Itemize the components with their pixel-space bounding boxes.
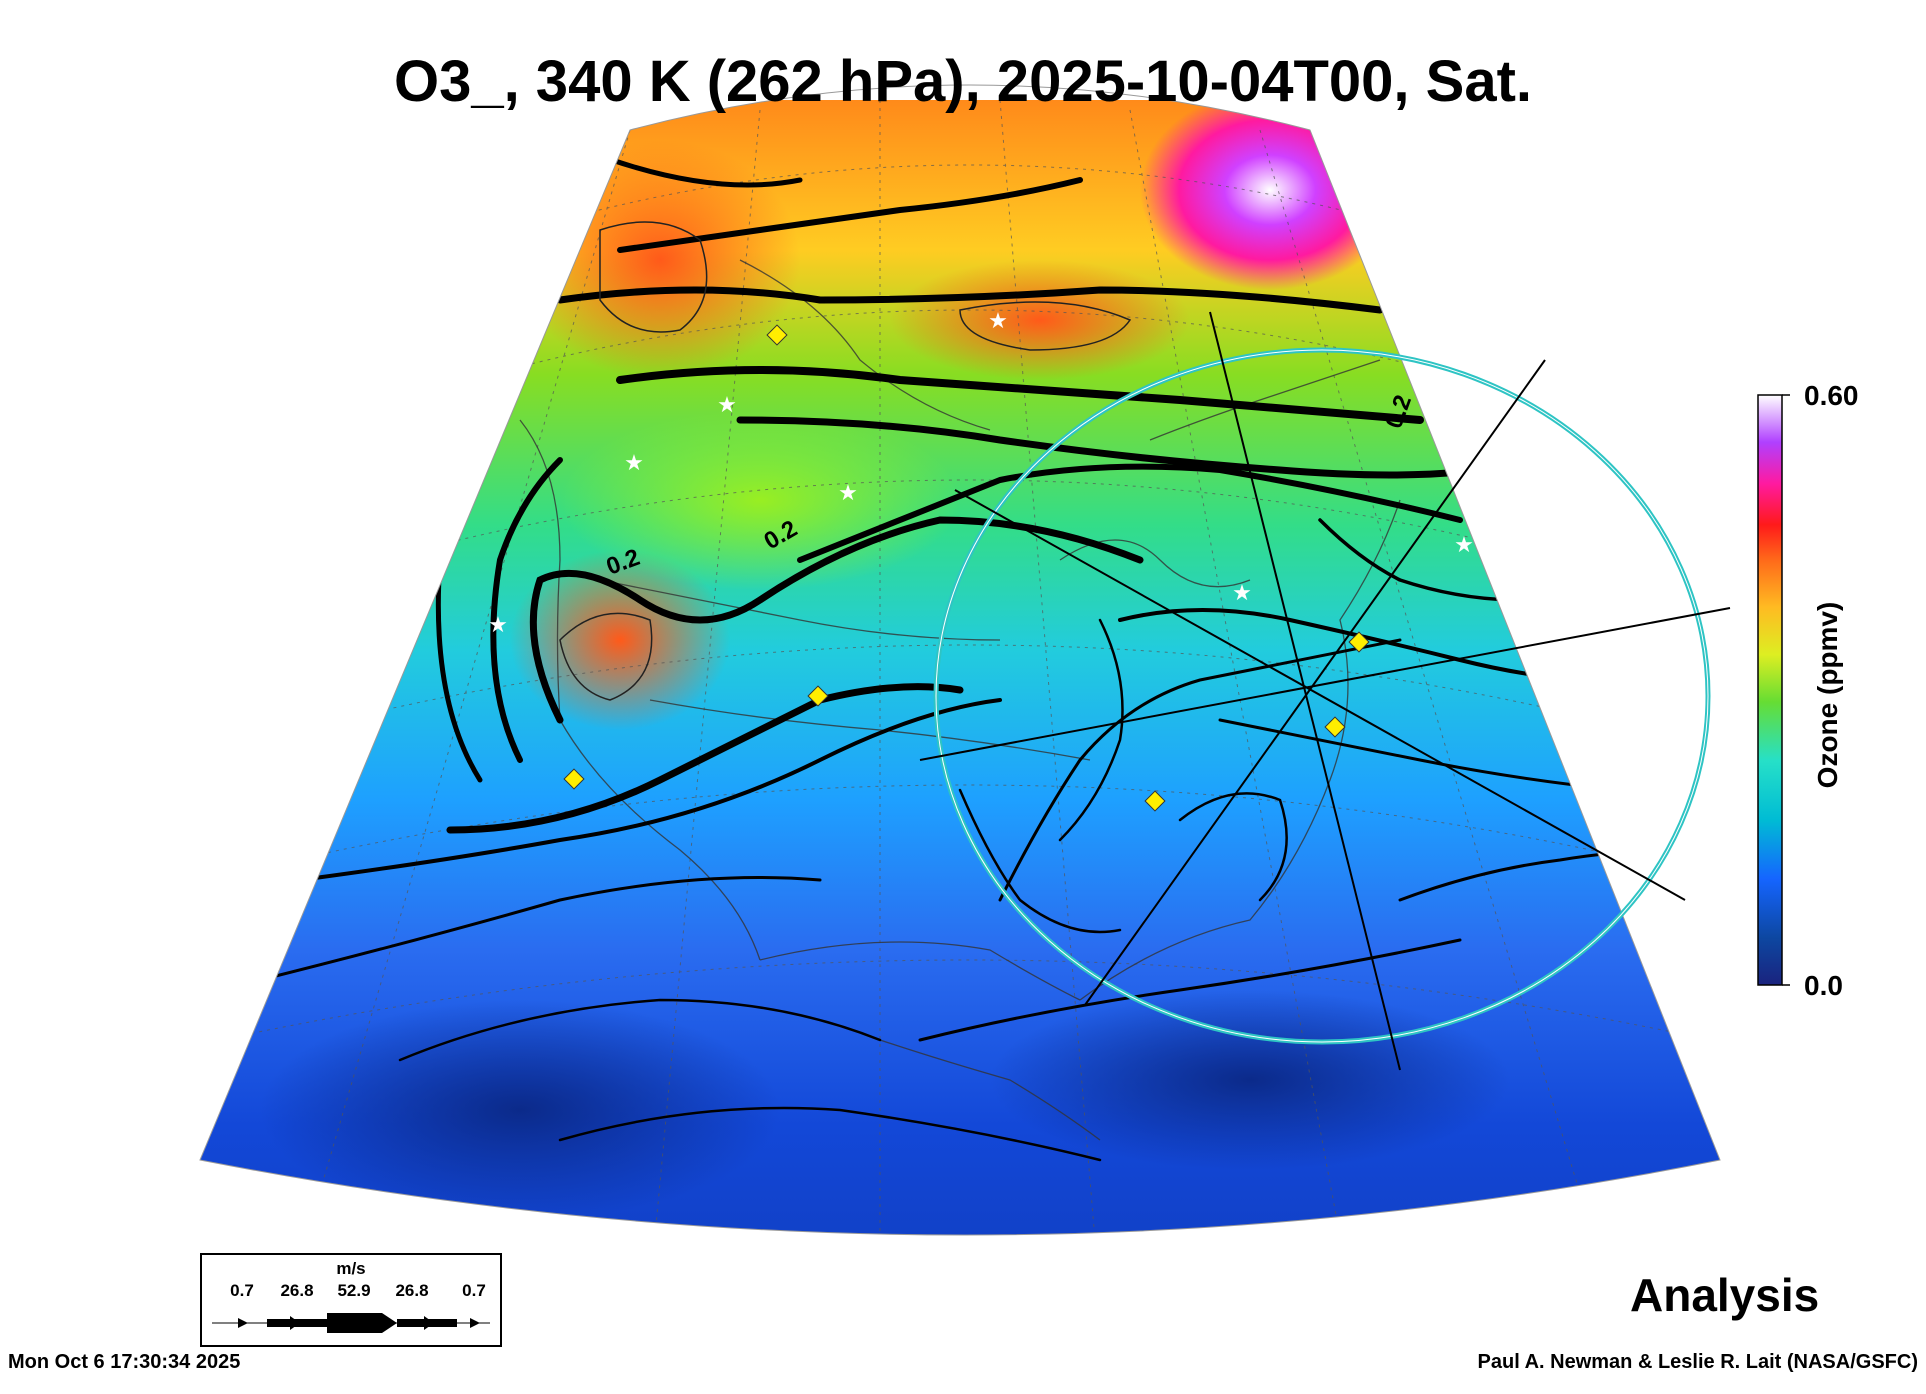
station-star: ★ — [838, 480, 858, 505]
colorbar-min-label: 0.0 — [1804, 970, 1843, 1001]
generation-timestamp: Mon Oct 6 17:30:34 2025 — [8, 1351, 241, 1373]
station-star: ★ — [1454, 532, 1474, 557]
ozone-contours — [559, 221, 1132, 701]
station-star: ★ — [717, 392, 737, 417]
wind-legend-arrow — [212, 1313, 490, 1333]
colorbar-title: Ozone (ppmv) — [1812, 601, 1843, 789]
station-star: ★ — [624, 450, 644, 475]
section-line — [954, 489, 1686, 901]
ozone-high-central — [890, 260, 1190, 380]
station-diamond — [563, 768, 585, 790]
ozone-low-sw — [260, 1000, 780, 1220]
station-diamond — [807, 685, 829, 707]
station-diamond — [1324, 716, 1346, 738]
plot-title: O3_, 340 K (262 hPa), 2025-10-04T00, Sat… — [393, 49, 1533, 114]
wind-legend-value: 52.9 — [337, 1281, 371, 1300]
colorbar-max-label: 0.60 — [1804, 380, 1859, 411]
wind-legend-unit: m/s — [336, 1259, 366, 1278]
product-label: Analysis — [1630, 1269, 1820, 1321]
wind-legend-value: 0.7 — [230, 1281, 254, 1300]
colorbar-gradient — [1757, 394, 1783, 986]
colorbar — [1757, 394, 1790, 986]
author-credit: Paul A. Newman & Leslie R. Lait (NASA/GS… — [1477, 1351, 1918, 1373]
section-line — [1084, 359, 1546, 1006]
wind-legend-value: 26.8 — [280, 1281, 314, 1300]
wind-legend-value: 0.7 — [462, 1281, 486, 1300]
station-markers: ★ ★ ★ ★ ★ ★ ★ — [488, 308, 1474, 812]
wind-legend: m/s 0.7 26.8 52.9 26.8 0.7 — [200, 1253, 502, 1347]
station-diamond — [766, 324, 788, 346]
section-line — [1209, 311, 1401, 1071]
station-star: ★ — [1232, 580, 1252, 605]
station-diamond — [1348, 631, 1370, 653]
cross-section-overlay — [919, 311, 1731, 1071]
station-diamond — [1144, 790, 1166, 812]
wind-legend-value: 26.8 — [395, 1281, 429, 1300]
map-border — [199, 84, 1721, 1236]
station-star: ★ — [488, 612, 508, 637]
cross-section-ring-inner — [935, 349, 1709, 1043]
ozone-map: ★ ★ ★ ★ ★ ★ ★ 0.2 0.2 0.2 — [200, 90, 1720, 1235]
ozone-low-south — [990, 990, 1510, 1170]
section-line — [919, 607, 1731, 761]
station-star: ★ — [988, 308, 1008, 333]
